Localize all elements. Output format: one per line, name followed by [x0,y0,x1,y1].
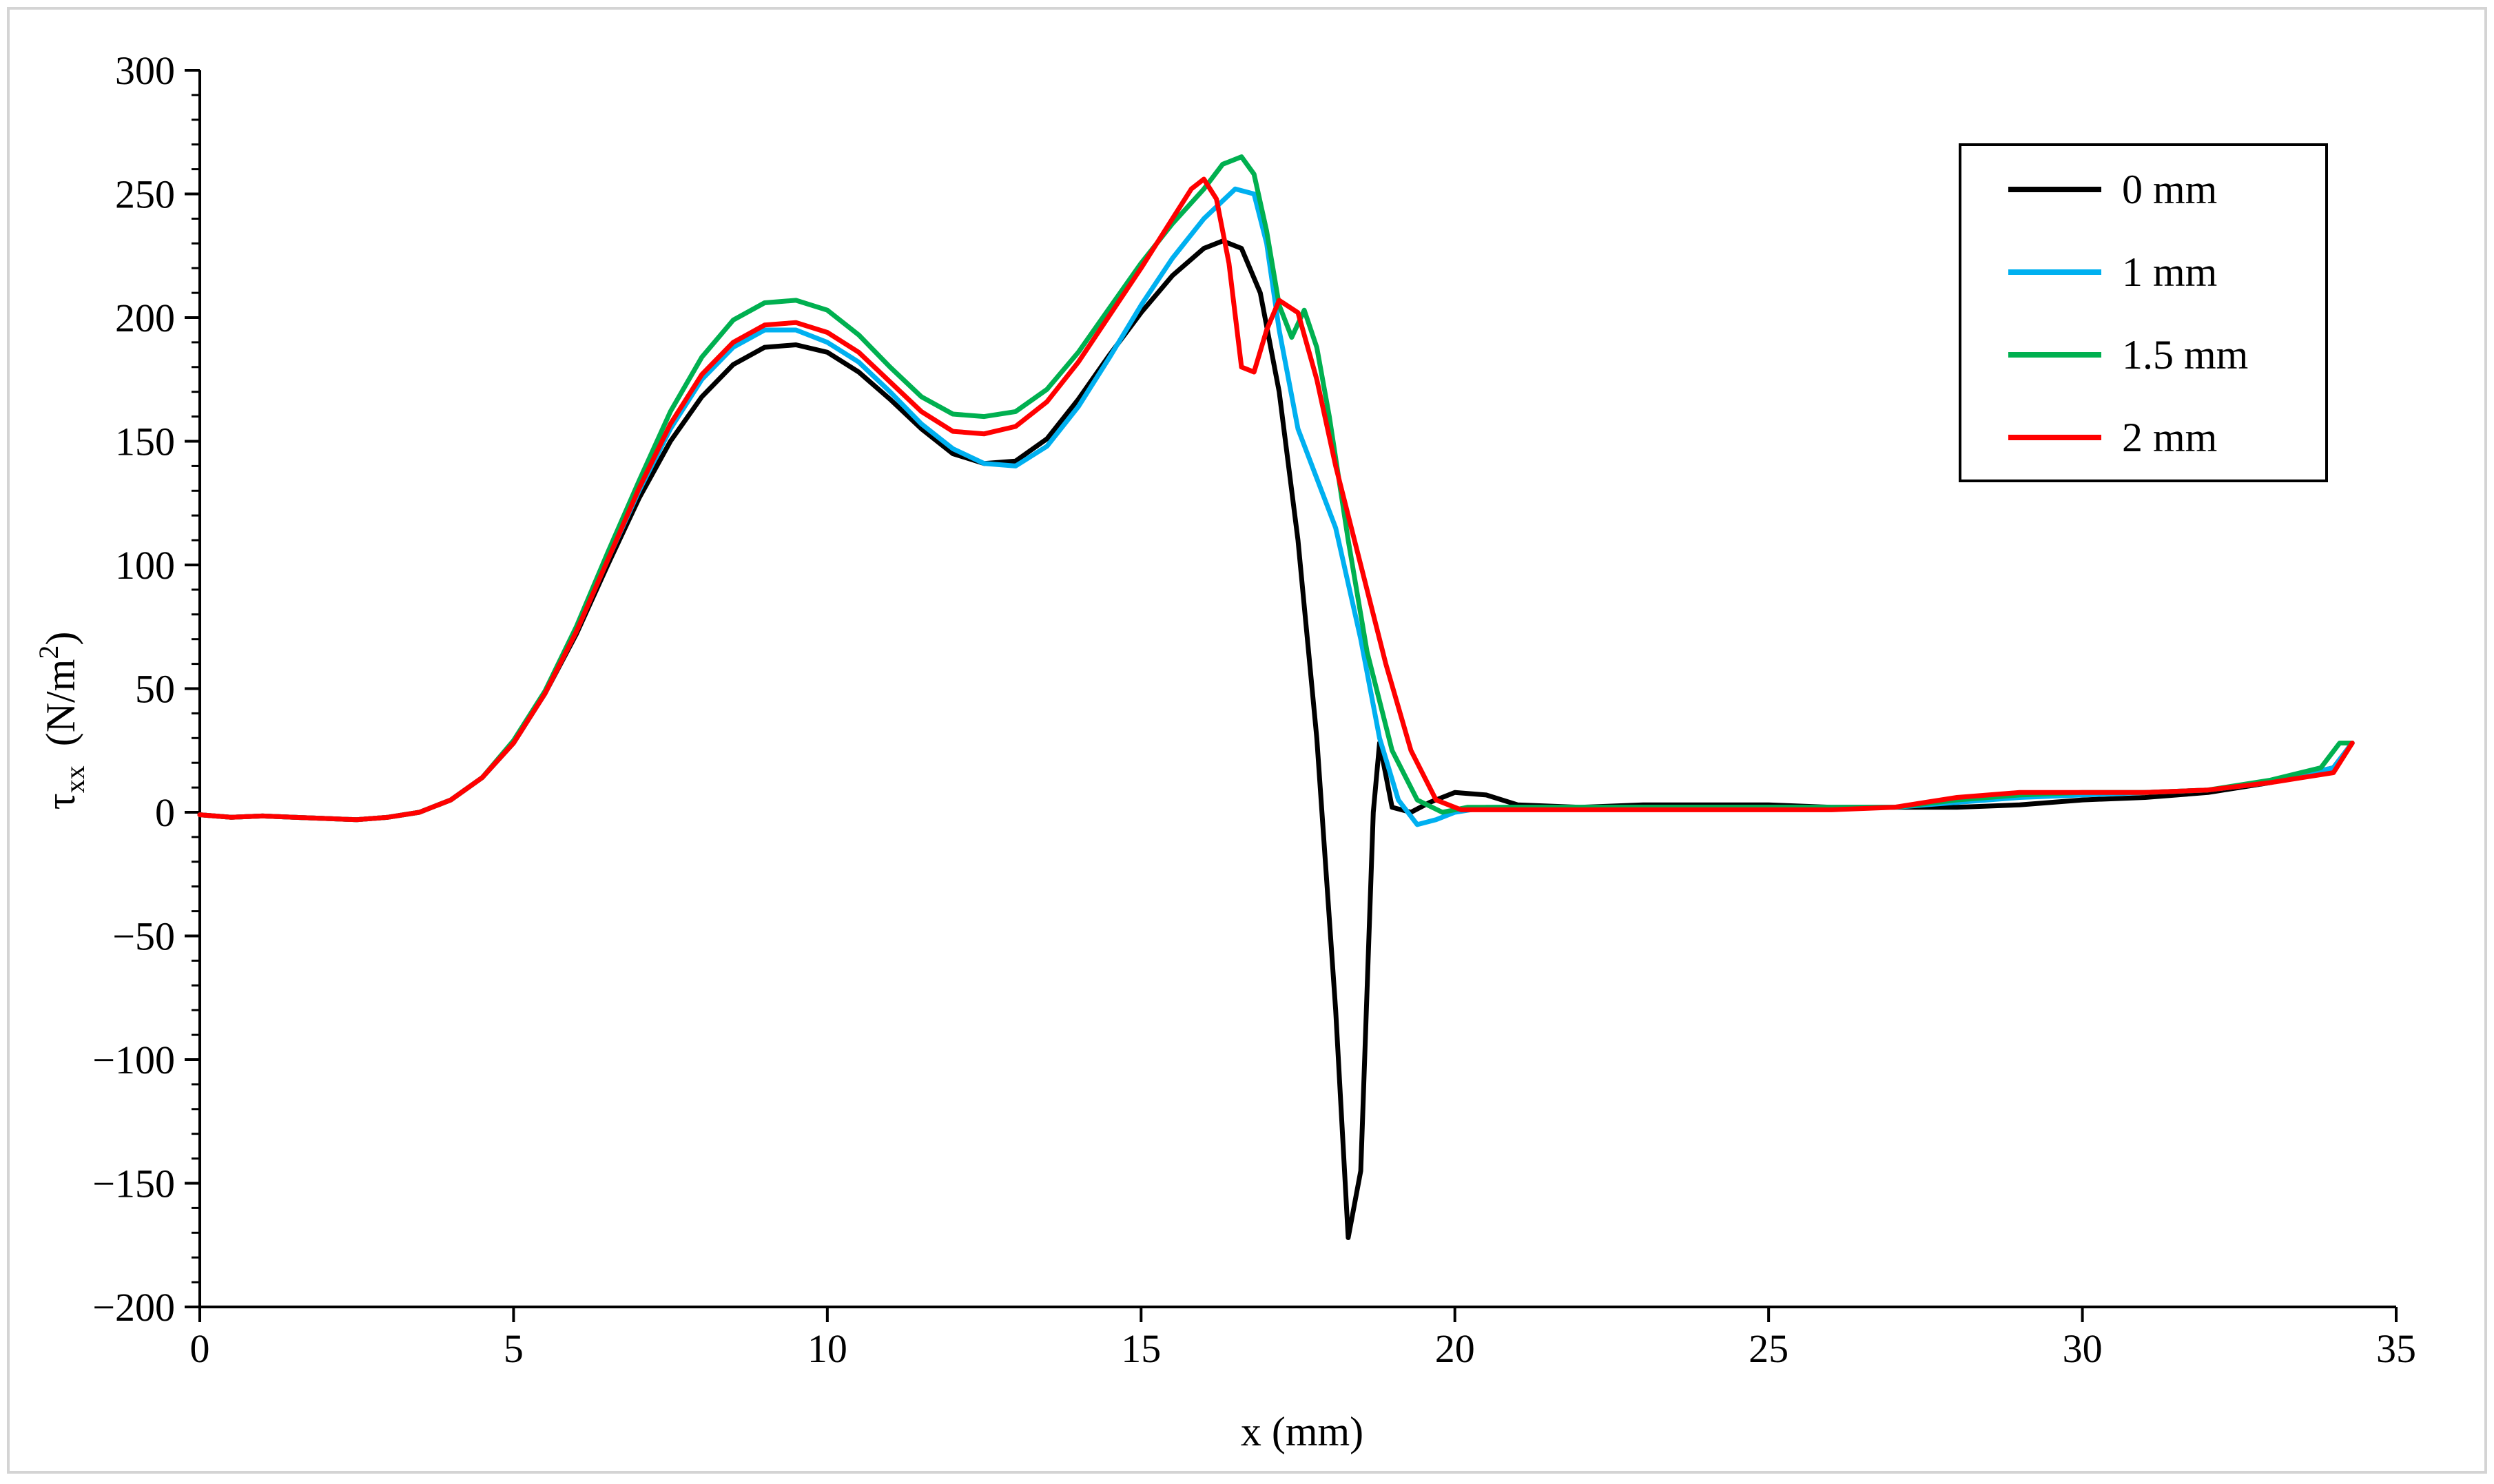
y-axis-title: τxx (N/m2) [33,632,90,810]
x-tick-label: 25 [1749,1326,1789,1371]
legend: 0 mm 1 mm 1.5 mm 2 mm [1959,143,2328,482]
y-tick-label: −150 [92,1162,175,1206]
series-line-3 [197,176,2355,823]
y-tick-label: −50 [112,914,175,959]
y-tick-label: 50 [135,667,175,712]
legend-label-1: 1 mm [2122,249,2217,295]
y-tick-label: −200 [92,1285,175,1330]
y-axis-title-symbol: τ [38,793,83,810]
y-tick-label: 250 [115,172,175,217]
legend-label-3: 2 mm [2122,415,2217,460]
y-axis-title-unit-suffix: ) [38,632,83,646]
x-tick-label: 30 [2063,1326,2103,1371]
y-axis-title-unit-superscript: 2 [33,646,64,659]
x-tick-label: 10 [807,1326,847,1371]
x-tick-label: 15 [1121,1326,1161,1371]
legend-box [1959,143,2328,482]
x-axis-ticks: 0 5 10 15 20 25 30 35 [190,1307,2416,1371]
x-tick-label: 35 [2376,1326,2416,1371]
legend-label-0: 0 mm [2122,167,2217,212]
x-tick-label: 5 [504,1326,524,1371]
y-tick-label: 200 [115,296,175,340]
legend-label-2: 1.5 mm [2122,332,2248,378]
y-tick-label: 0 [155,790,175,835]
x-axis-title: x (mm) [1241,1409,1363,1454]
x-tick-label: 0 [190,1326,210,1371]
y-tick-label: 150 [115,420,175,464]
y-axis-title-unit: (N/m [38,659,83,747]
y-tick-label: 300 [115,48,175,93]
y-tick-label: 100 [115,543,175,588]
series-lines [197,154,2355,1240]
y-axis-ticks: −200 −150 −100 −50 0 50 100 150 200 250 300 [92,48,200,1330]
legend-entries: 0 mm 1 mm 1.5 mm 2 mm [2008,167,2248,460]
x-tick-label: 20 [1435,1326,1475,1371]
plot-area: 0 5 10 15 20 25 30 35 −200 −150 −100 −50 0 50 100 150 2… [92,48,2416,1371]
y-axis-minor-ticks [192,94,200,1284]
y-tick-label: −100 [92,1038,175,1082]
y-axis-title-subscript: xx [59,765,90,793]
